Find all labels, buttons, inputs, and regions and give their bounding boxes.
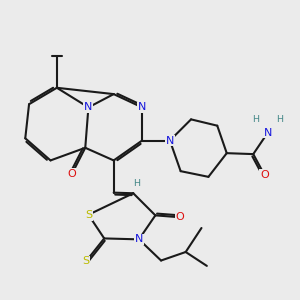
Text: S: S: [85, 210, 92, 220]
Text: N: N: [138, 102, 146, 112]
Text: H: H: [133, 179, 140, 188]
Text: O: O: [176, 212, 184, 222]
Text: N: N: [166, 136, 174, 146]
Text: O: O: [260, 170, 269, 180]
Text: H: H: [252, 115, 259, 124]
Text: S: S: [82, 256, 89, 266]
Text: N: N: [135, 234, 143, 244]
Text: H: H: [276, 115, 283, 124]
Text: N: N: [264, 128, 272, 138]
Text: O: O: [68, 169, 76, 179]
Text: N: N: [84, 102, 93, 112]
